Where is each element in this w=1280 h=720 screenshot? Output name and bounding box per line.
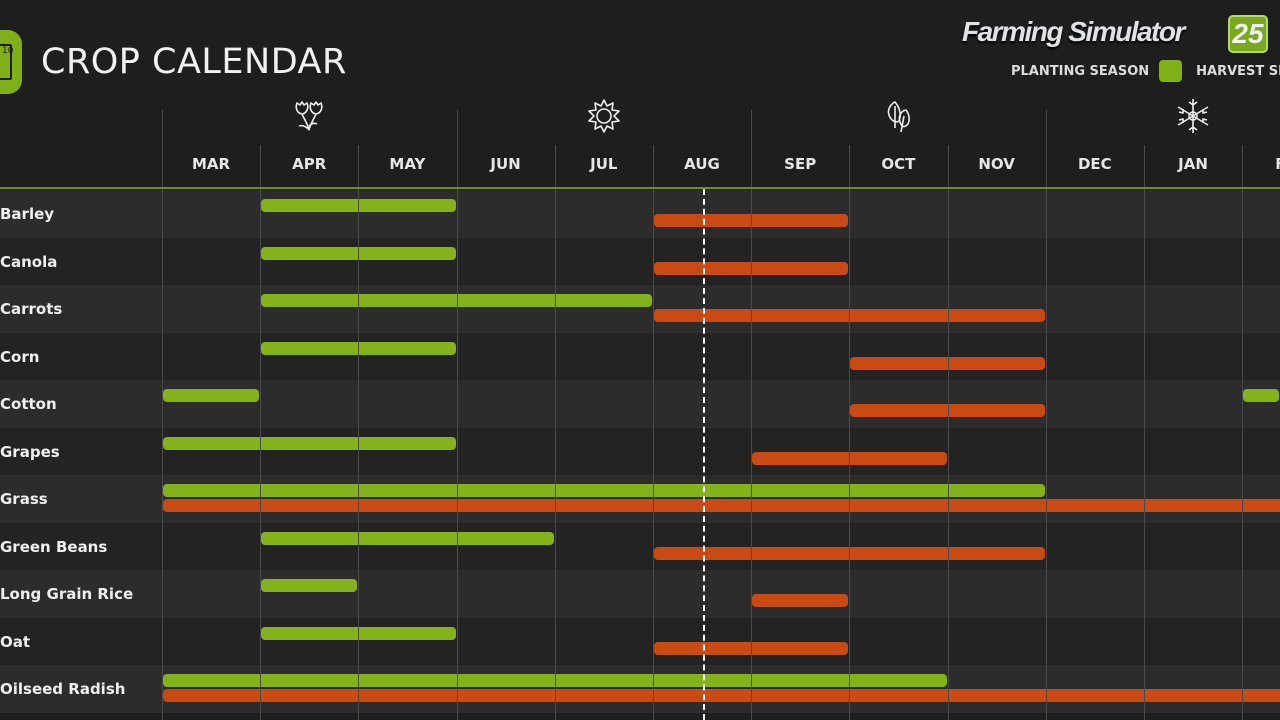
crop-calendar-badge: 10: [0, 30, 22, 94]
calendar-icon: 10: [0, 44, 13, 80]
month-divider: [653, 145, 654, 720]
harvest-bar: [163, 499, 1280, 512]
planting-bar: [261, 199, 456, 212]
month-divider: [1242, 145, 1244, 720]
legend-harvest-label: HARVEST SEASON: [1196, 63, 1280, 79]
sun-icon: [584, 96, 624, 136]
month-label: SEP: [784, 155, 817, 173]
harvest-bar: [850, 404, 1045, 417]
month-label: JUL: [590, 155, 618, 173]
harvest-bar: [850, 356, 1045, 370]
crop-row: Corn: [0, 332, 1280, 380]
game-logo-number: 25: [1228, 15, 1268, 53]
month-label: NOV: [978, 155, 1015, 173]
crop-row: Oat: [0, 617, 1280, 665]
game-logo: Farming Simulator: [962, 16, 1185, 47]
month-label: OCT: [881, 155, 916, 173]
month-label: JUN: [490, 155, 521, 173]
month-label: JAN: [1178, 155, 1208, 173]
header-divider: [0, 187, 1280, 189]
month-label: FEB: [1242, 155, 1280, 173]
legend: PLANTING SEASON HARVEST SEASON: [1011, 60, 1280, 82]
harvest-bar: [163, 689, 1280, 702]
crop-name: Green Beans: [0, 537, 108, 556]
flower-icon: [289, 96, 329, 136]
planting-bar: [163, 389, 260, 402]
month-label: DEC: [1077, 155, 1112, 173]
month-divider: [947, 145, 949, 720]
month-divider: [1144, 145, 1145, 720]
month-divider: [162, 110, 163, 720]
planting-bar: [163, 484, 1045, 497]
snowflake-icon: [1173, 96, 1213, 136]
month-divider: [456, 110, 458, 720]
crop-name: Corn: [0, 347, 40, 366]
current-date-marker: [703, 189, 705, 720]
harvest-bar: [752, 451, 947, 465]
month-label: MAY: [389, 155, 426, 173]
crop-row: Canola: [0, 237, 1280, 285]
crop-name: Carrots: [0, 300, 63, 318]
planting-bar: [261, 246, 456, 260]
planting-bar: [1243, 389, 1279, 402]
crop-name: Barley: [0, 205, 55, 223]
crop-name: Grass: [0, 490, 48, 508]
legend-planting-swatch: [1159, 60, 1183, 82]
harvest-bar: [752, 594, 849, 607]
crop-row: Green Beans: [0, 522, 1280, 570]
crop-name: Grapes: [0, 442, 60, 461]
page-title: CROP CALENDAR: [41, 42, 347, 82]
crop-row: Carrots: [0, 285, 1280, 333]
planting-bar: [261, 531, 554, 545]
crop-name: Oat: [0, 632, 31, 651]
crop-row: Grapes: [0, 427, 1280, 475]
crop-name: Long Grain Rice: [0, 585, 134, 603]
month-divider: [849, 145, 851, 720]
crop-name: Cotton: [0, 395, 57, 413]
crop-name: Oilseed Radish: [0, 680, 126, 698]
month-label: APR: [292, 155, 327, 173]
crop-name: Canola: [0, 252, 58, 271]
month-divider: [554, 145, 556, 720]
planting-bar: [261, 626, 456, 640]
month-label: AUG: [684, 155, 720, 173]
month-label: MAR: [191, 155, 231, 173]
planting-bar: [163, 436, 456, 450]
month-divider: [751, 110, 753, 720]
legend-planting-label: PLANTING SEASON: [1011, 63, 1150, 79]
crop-row: Barley: [0, 190, 1280, 238]
crop-row: Long Grain Rice: [0, 570, 1280, 618]
leaves-icon: [879, 96, 919, 136]
crop-row: Cotton: [0, 380, 1280, 428]
month-divider: [1045, 110, 1047, 720]
month-divider: [260, 145, 262, 720]
crop-row: Oilseed Radish: [0, 665, 1280, 713]
planting-bar: [261, 341, 456, 355]
crop-row: Grass: [0, 475, 1280, 523]
month-divider: [358, 145, 360, 720]
planting-bar: [261, 579, 358, 592]
